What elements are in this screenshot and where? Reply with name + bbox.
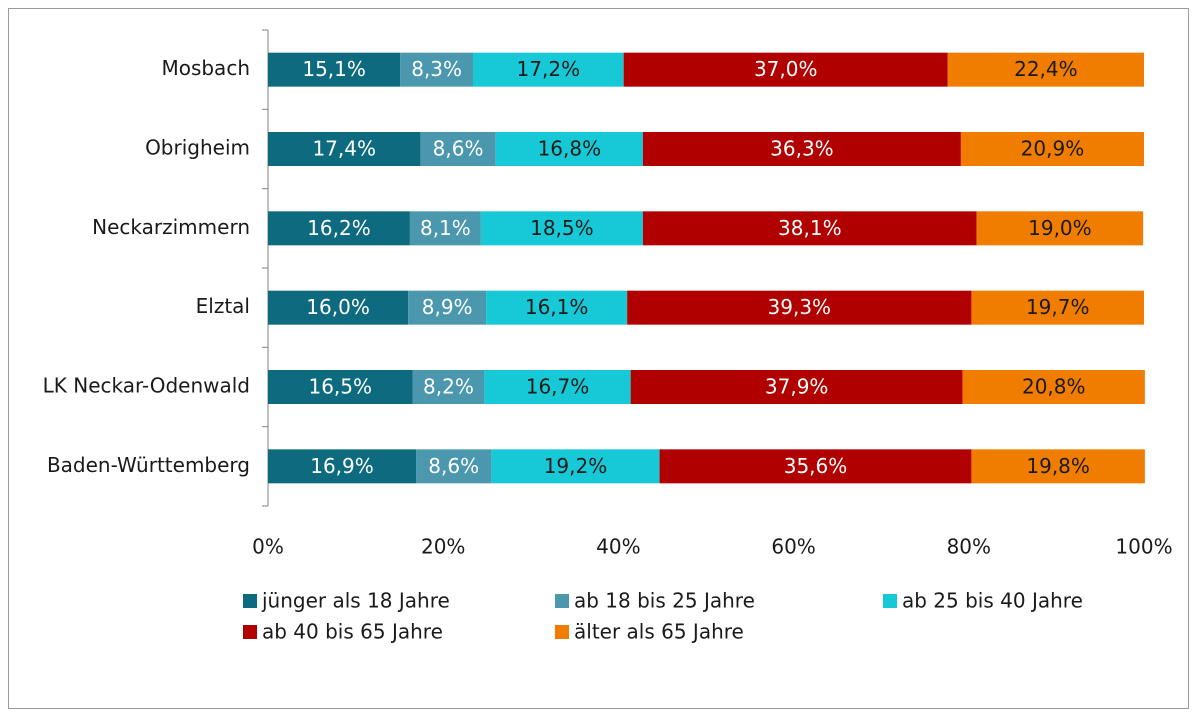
legend-swatch	[243, 625, 257, 639]
value-label: 39,3%	[768, 295, 832, 319]
y-tick-label: LK Neckar-Odenwald	[43, 374, 250, 398]
bar-segment	[268, 370, 413, 404]
value-label: 8,1%	[420, 216, 471, 240]
x-tick-label: 80%	[947, 535, 991, 559]
bar-segment	[268, 290, 409, 325]
value-label: 8,9%	[422, 295, 473, 319]
y-tick-label: Baden-Württemberg	[47, 453, 250, 477]
legend-swatch	[555, 625, 569, 639]
value-label: 15,1%	[302, 57, 366, 81]
value-label: 8,2%	[423, 375, 474, 399]
bar-segment	[416, 449, 492, 484]
x-tick-label: 100%	[1115, 535, 1172, 559]
value-label: 19,0%	[1028, 216, 1092, 240]
bar-segment	[962, 370, 1145, 404]
legend-swatch	[555, 594, 569, 608]
bar-segment	[486, 290, 628, 325]
legend-label: jünger als 18 Jahre	[261, 589, 450, 613]
bar-segment	[642, 211, 977, 246]
value-label: 8,6%	[428, 454, 479, 478]
value-label: 36,3%	[770, 137, 834, 161]
bar-segment	[268, 132, 421, 166]
bar-segment	[642, 132, 961, 166]
value-label: 38,1%	[778, 216, 842, 240]
y-tick-label: Obrigheim	[145, 136, 250, 160]
value-label: 19,7%	[1026, 295, 1090, 319]
bar-segment	[400, 52, 473, 87]
value-label: 8,6%	[433, 137, 484, 161]
bar-segment	[268, 449, 417, 484]
bar-segment	[420, 132, 496, 166]
value-label: 16,0%	[306, 295, 370, 319]
legend-label: ab 25 bis 40 Jahre	[902, 589, 1083, 613]
y-tick-label: Neckarzimmern	[92, 215, 250, 239]
value-label: 16,1%	[525, 295, 589, 319]
bar-segment	[409, 211, 481, 246]
bar-segment	[976, 211, 1144, 246]
legend-label: älter als 65 Jahre	[574, 620, 744, 644]
bar-segment	[659, 449, 972, 484]
chart-frame	[8, 8, 1189, 709]
legend-label: ab 18 bis 25 Jahre	[574, 589, 755, 613]
bar-segment	[268, 52, 401, 87]
bar-segment	[472, 52, 624, 87]
legend-swatch	[883, 594, 897, 608]
bar-segment	[627, 290, 972, 325]
value-label: 19,8%	[1026, 454, 1090, 478]
value-label: 35,6%	[784, 454, 848, 478]
x-tick-label: 40%	[596, 535, 640, 559]
bar-segment	[408, 290, 487, 325]
value-label: 17,4%	[312, 137, 376, 161]
value-label: 16,8%	[538, 137, 602, 161]
bar-segment	[971, 290, 1144, 325]
value-label: 20,9%	[1021, 137, 1085, 161]
legend-label: ab 40 bis 65 Jahre	[262, 620, 443, 644]
value-label: 16,2%	[307, 216, 371, 240]
value-label: 16,9%	[310, 454, 374, 478]
value-label: 37,0%	[754, 57, 818, 81]
value-label: 17,2%	[517, 57, 581, 81]
x-tick-label: 60%	[771, 535, 815, 559]
bar-segment	[971, 449, 1145, 484]
value-label: 16,7%	[526, 375, 590, 399]
value-label: 37,9%	[765, 375, 829, 399]
bar-segment	[947, 52, 1144, 87]
value-label: 22,4%	[1014, 57, 1078, 81]
y-tick-label: Mosbach	[161, 56, 250, 80]
bar-segment	[623, 52, 948, 87]
bar-segment	[630, 370, 963, 404]
x-tick-label: 0%	[252, 535, 284, 559]
value-label: 20,8%	[1022, 375, 1086, 399]
bar-segment	[495, 132, 643, 166]
bar-segment	[412, 370, 485, 404]
value-label: 8,3%	[411, 57, 462, 81]
value-label: 19,2%	[544, 454, 608, 478]
bar-segment	[960, 132, 1144, 166]
value-label: 16,5%	[308, 375, 372, 399]
bar-segment	[480, 211, 643, 246]
x-tick-label: 20%	[421, 535, 465, 559]
y-tick-label: Elztal	[196, 294, 250, 318]
bar-segment	[268, 211, 410, 246]
bar-segment	[484, 370, 631, 404]
legend-swatch	[243, 594, 257, 608]
value-label: 18,5%	[530, 216, 594, 240]
bar-segment	[491, 449, 660, 484]
